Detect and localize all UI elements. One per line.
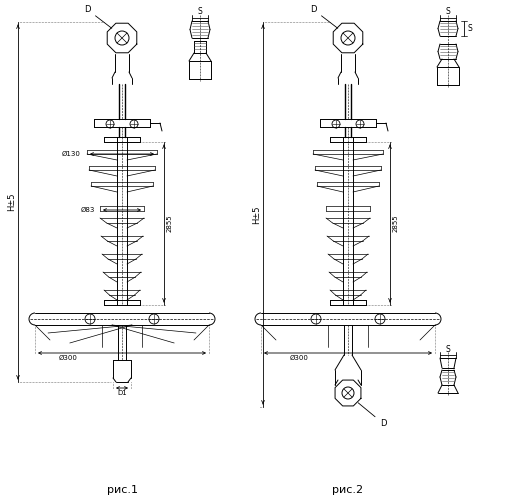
Text: S: S	[198, 8, 202, 16]
Text: Ø300: Ø300	[290, 355, 309, 361]
Text: D: D	[310, 5, 338, 28]
Text: H±5: H±5	[252, 205, 262, 224]
Text: рис.2: рис.2	[332, 485, 364, 495]
Text: H±5: H±5	[8, 192, 16, 211]
Text: S: S	[446, 344, 451, 354]
Text: Ø83: Ø83	[81, 207, 95, 213]
Text: S: S	[446, 8, 451, 16]
Text: 2855: 2855	[167, 214, 173, 232]
Text: S: S	[468, 24, 472, 33]
Text: 2855: 2855	[393, 214, 399, 232]
Text: Ø130: Ø130	[61, 151, 80, 157]
Text: рис.1: рис.1	[107, 485, 138, 495]
Text: D1: D1	[117, 390, 127, 396]
Text: Ø300: Ø300	[59, 355, 78, 361]
Text: D: D	[358, 403, 387, 428]
Text: D: D	[84, 5, 112, 28]
